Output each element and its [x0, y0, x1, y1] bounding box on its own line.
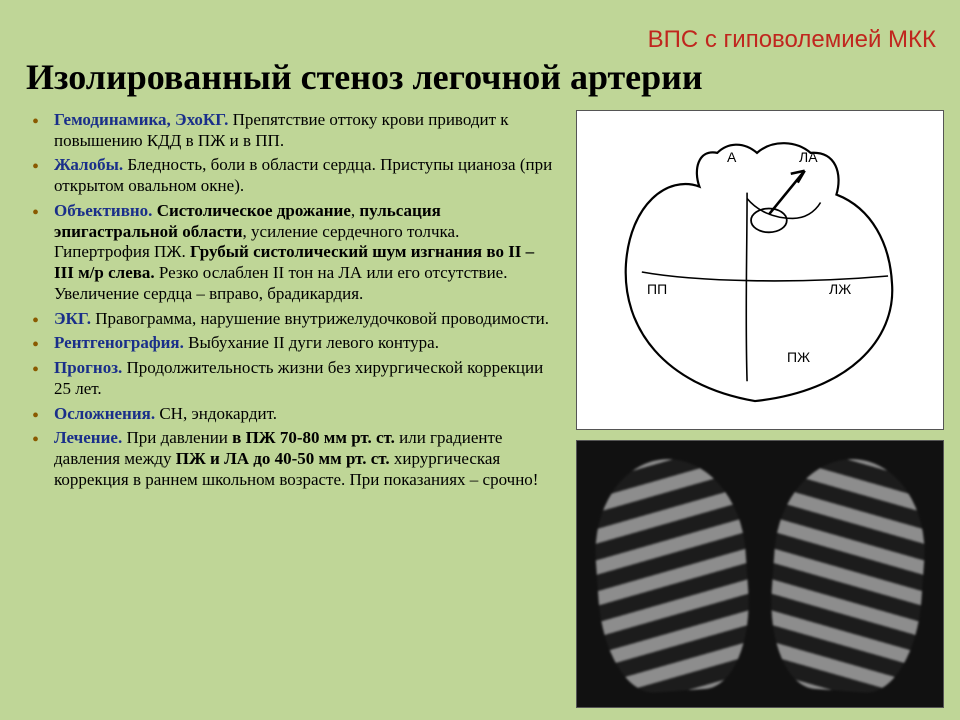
bullet-lede: Рентгенография.: [54, 333, 184, 352]
bullet-item: Объективно. Систолическое дрожание, пуль…: [54, 201, 554, 305]
bullet-item: Осложнения. СН, эндокардит.: [54, 404, 554, 425]
bullet-lede: ЭКГ.: [54, 309, 91, 328]
xray-left-lung: [589, 454, 755, 696]
bullet-body: Выбухание II дуги левого контура.: [184, 333, 439, 352]
page-title: Изолированный стеноз легочной артерии: [26, 56, 703, 98]
bullet-lede: Гемодинамика, ЭхоКГ.: [54, 110, 228, 129]
bullet-item: Лечение. При давлении в ПЖ 70-80 мм рт. …: [54, 428, 554, 490]
bullet-lede: Объективно.: [54, 201, 152, 220]
bullet-lede: Прогноз.: [54, 358, 122, 377]
diagram-label-la: ЛА: [799, 149, 818, 165]
bullet-body: Бледность, боли в области сердца. Присту…: [54, 155, 552, 195]
diagram-label-a: А: [727, 149, 736, 165]
diagram-label-pzh: ПЖ: [787, 349, 810, 365]
bullet-item: Жалобы. Бледность, боли в области сердца…: [54, 155, 554, 196]
bullet-column: Гемодинамика, ЭхоКГ. Препятствие оттоку …: [54, 110, 554, 494]
heart-diagram: ПП ПЖ ЛЖ ЛА А: [576, 110, 944, 430]
corner-tag: ВПС с гиповолемией МКК: [648, 26, 936, 54]
bullet-item: Гемодинамика, ЭхоКГ. Препятствие оттоку …: [54, 110, 554, 151]
image-column: ПП ПЖ ЛЖ ЛА А: [576, 110, 944, 708]
heart-diagram-svg: [597, 135, 917, 413]
bullet-body: СН, эндокардит.: [155, 404, 277, 423]
xray-right-lung: [765, 454, 931, 696]
bullet-body: Продолжительность жизни без хирургическо…: [54, 358, 543, 398]
bullet-item: Прогноз. Продолжительность жизни без хир…: [54, 358, 554, 399]
bullet-body: При давлении в ПЖ 70-80 мм рт. ст. или г…: [54, 428, 538, 488]
diagram-label-pp: ПП: [647, 281, 667, 297]
bullet-item: Рентгенография. Выбухание II дуги левого…: [54, 333, 554, 354]
bullet-lede: Лечение.: [54, 428, 122, 447]
bullet-lede: Осложнения.: [54, 404, 155, 423]
bullet-list: Гемодинамика, ЭхоКГ. Препятствие оттоку …: [54, 110, 554, 490]
bullet-body: Правограмма, нарушение внутрижелудочково…: [91, 309, 549, 328]
bullet-item: ЭКГ. Правограмма, нарушение внутрижелудо…: [54, 309, 554, 330]
chest-xray: [576, 440, 944, 708]
diagram-label-lzh: ЛЖ: [829, 281, 851, 297]
bullet-lede: Жалобы.: [54, 155, 123, 174]
